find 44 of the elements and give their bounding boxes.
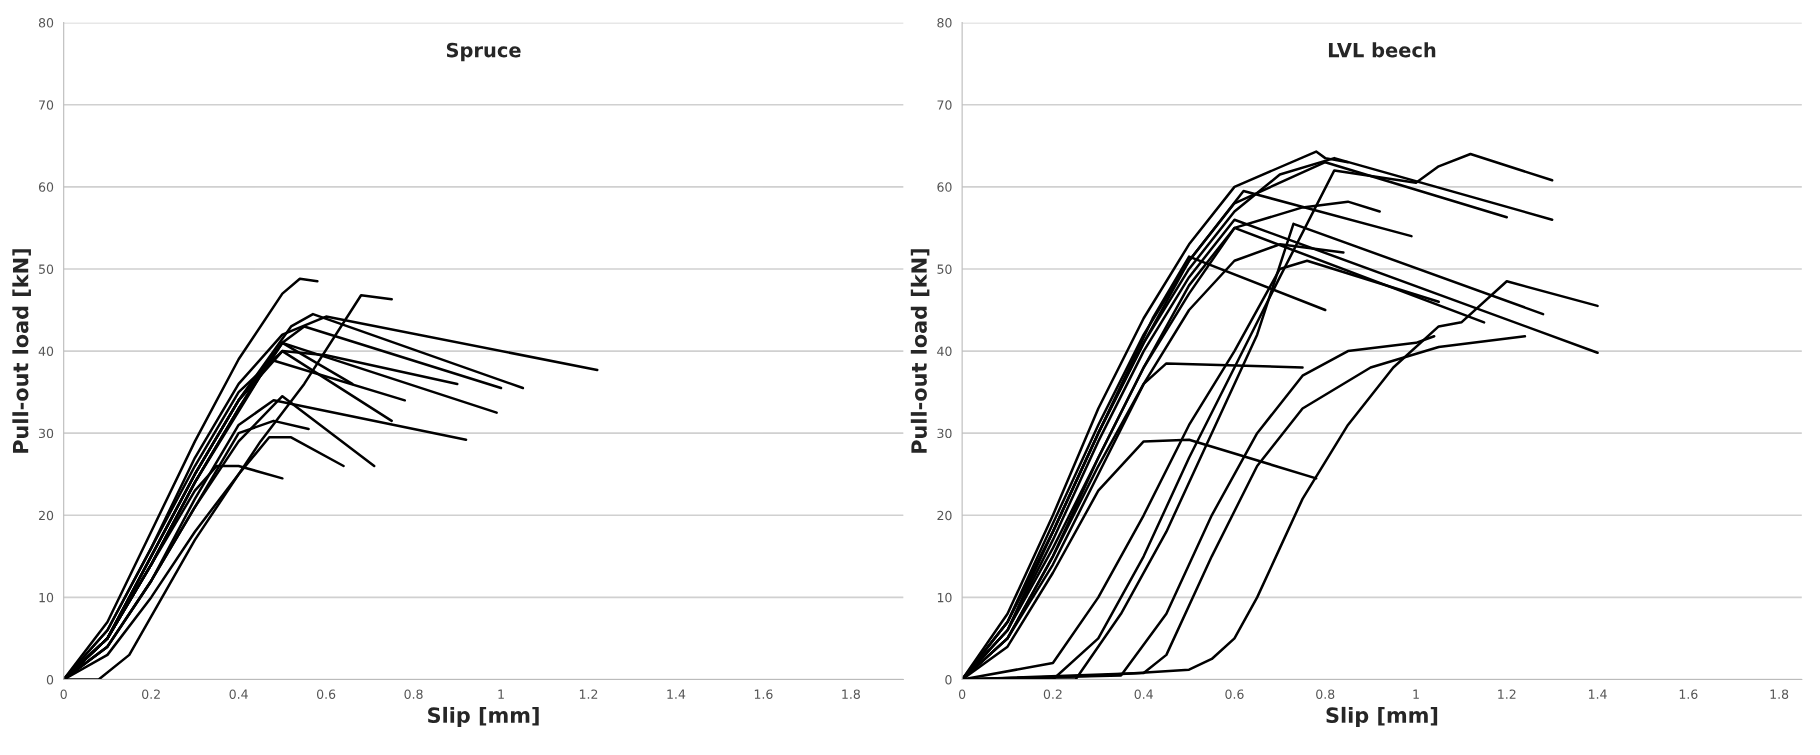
y-tick-label: 20	[937, 510, 952, 521]
x-tick-label: 1.8	[1770, 689, 1789, 699]
x-tick-label: 0.4	[229, 689, 248, 699]
y-tick-label: 50	[39, 264, 54, 274]
x-tick-label: 0.8	[1316, 689, 1335, 699]
y-tick-label: 10	[937, 592, 952, 603]
x-axis-title: Slip [mm]	[1326, 706, 1438, 728]
x-tick-label: 0.8	[404, 689, 423, 699]
x-tick-label: 1.4	[1588, 689, 1607, 699]
y-tick-label: 70	[39, 100, 54, 110]
y-tick-label: 60	[38, 182, 54, 192]
y-tick-label: 70	[937, 100, 952, 110]
y-tick-label: 80	[38, 18, 54, 28]
x-tick-label: 1.2	[1498, 689, 1516, 699]
y-tick-label: 30	[937, 428, 952, 439]
x-tick-label: 1.6	[754, 689, 773, 699]
x-tick-label: 0.6	[316, 689, 336, 699]
y-tick-label: 0	[945, 674, 952, 685]
y-tick-label: 60	[937, 182, 952, 192]
y-tick-label: 10	[39, 592, 54, 603]
x-tick-label: 1.4	[667, 689, 686, 699]
y-tick-label: 40	[38, 346, 54, 356]
x-axis-title: Slip [mm]	[428, 706, 539, 728]
x-tick-label: 1	[498, 689, 504, 699]
y-axis-title: Pull-out load [kN]	[910, 249, 930, 453]
x-tick-label: 0	[958, 689, 966, 699]
y-tick-label: 0	[46, 674, 54, 685]
x-tick-label: 0	[60, 689, 67, 699]
y-tick-label: 80	[937, 18, 952, 28]
x-tick-label: 0.6	[1225, 689, 1244, 699]
text: Spruce	[446, 42, 521, 62]
y-axis-title: Pull-out load [kN]	[12, 249, 31, 453]
x-tick-label: 1	[1413, 689, 1419, 699]
y-tick-label: 20	[38, 510, 54, 521]
x-tick-label: 0.2	[1043, 689, 1062, 699]
x-tick-label: 0.2	[142, 689, 160, 699]
text: LVL beech	[1328, 42, 1436, 58]
y-tick-label: 30	[39, 428, 54, 439]
x-tick-label: 1.6	[1679, 689, 1698, 699]
x-tick-label: 1.2	[579, 689, 598, 699]
y-tick-label: 50	[937, 264, 952, 274]
x-tick-label: 0.4	[1134, 689, 1153, 699]
y-tick-label: 40	[937, 346, 952, 356]
x-tick-label: 1.8	[842, 689, 860, 699]
